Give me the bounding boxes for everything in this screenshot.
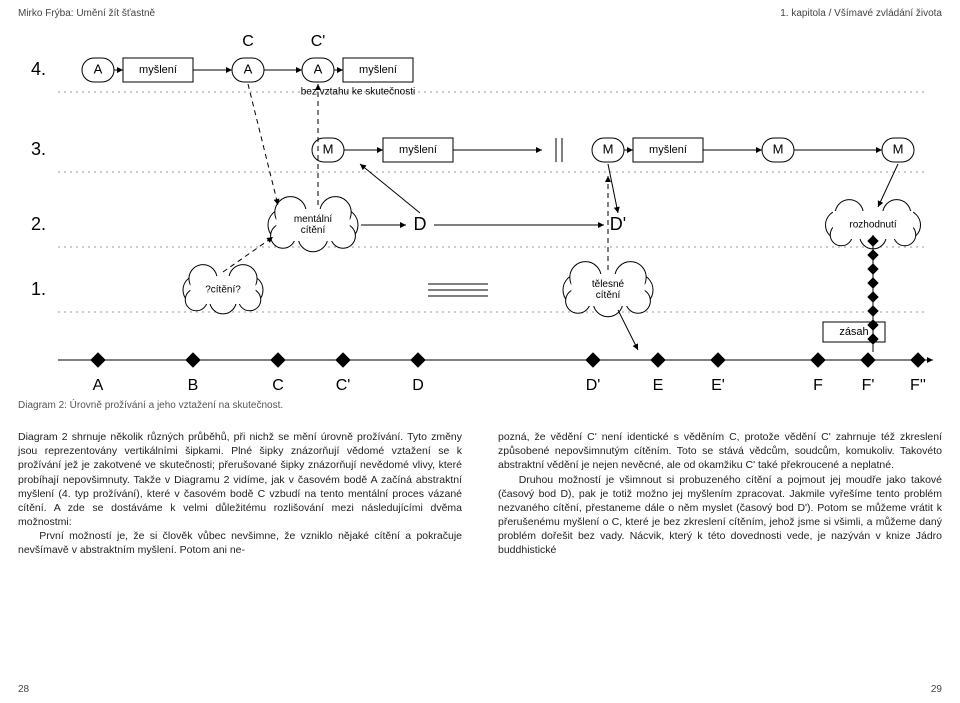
svg-text:1.: 1.	[31, 279, 46, 299]
svg-text:D: D	[412, 377, 424, 394]
page-number-left: 28	[18, 684, 29, 695]
svg-text:F'': F''	[910, 377, 926, 394]
svg-text:myšlení: myšlení	[359, 64, 397, 76]
svg-text:M: M	[323, 141, 334, 156]
svg-text:myšlení: myšlení	[649, 144, 687, 156]
body-columns: Diagram 2 shrnuje několik různých průběh…	[18, 430, 942, 558]
svg-text:C': C'	[311, 33, 326, 50]
svg-text:4.: 4.	[31, 59, 46, 79]
svg-text:rozhodnutí: rozhodnutí	[849, 220, 896, 231]
diagram-2: 4. 3. 2. 1. A B C C' D D' E E' F F' F'' zásah A A Amyšlení…	[18, 30, 942, 400]
body-left-text: Diagram 2 shrnuje několik různých průběh…	[18, 430, 462, 558]
svg-text:E: E	[653, 377, 664, 394]
body-col-left: Diagram 2 shrnuje několik různých průběh…	[18, 430, 462, 558]
svg-text:A: A	[93, 377, 104, 394]
svg-text:F: F	[813, 377, 823, 394]
svg-text:M: M	[603, 141, 614, 156]
svg-text:A: A	[314, 61, 323, 76]
svg-text:C': C'	[336, 377, 351, 394]
svg-text:C: C	[242, 33, 254, 50]
svg-text:B: B	[188, 377, 199, 394]
svg-text:?cítění?: ?cítění?	[205, 285, 241, 296]
svg-text:tělesnécítění: tělesnécítění	[592, 279, 625, 301]
svg-text:M: M	[893, 141, 904, 156]
body-right-text: pozná, že vědění C' není identické s věd…	[498, 430, 942, 558]
svg-text:F': F'	[862, 377, 875, 394]
svg-text:myšlení: myšlení	[399, 144, 437, 156]
page-number-right: 29	[931, 684, 942, 695]
header-author-title: Mirko Frýba: Umění žít šťastně	[18, 8, 155, 19]
svg-text:D: D	[414, 214, 427, 234]
svg-text:2.: 2.	[31, 214, 46, 234]
svg-text:D': D'	[610, 214, 626, 234]
svg-text:A: A	[94, 61, 103, 76]
header-chapter: 1. kapitola / Všímavé zvládání života	[780, 8, 942, 19]
svg-text:C: C	[272, 377, 284, 394]
svg-text:zásah: zásah	[839, 326, 868, 338]
svg-text:D': D'	[586, 377, 601, 394]
svg-text:myšlení: myšlení	[139, 64, 177, 76]
svg-text:A: A	[244, 61, 253, 76]
svg-text:E': E'	[711, 377, 725, 394]
svg-text:M: M	[773, 141, 784, 156]
body-col-right: pozná, že vědění C' není identické s věd…	[498, 430, 942, 558]
svg-text:3.: 3.	[31, 139, 46, 159]
diagram-caption: Diagram 2: Úrovně prožívání a jeho vztaž…	[18, 400, 283, 411]
